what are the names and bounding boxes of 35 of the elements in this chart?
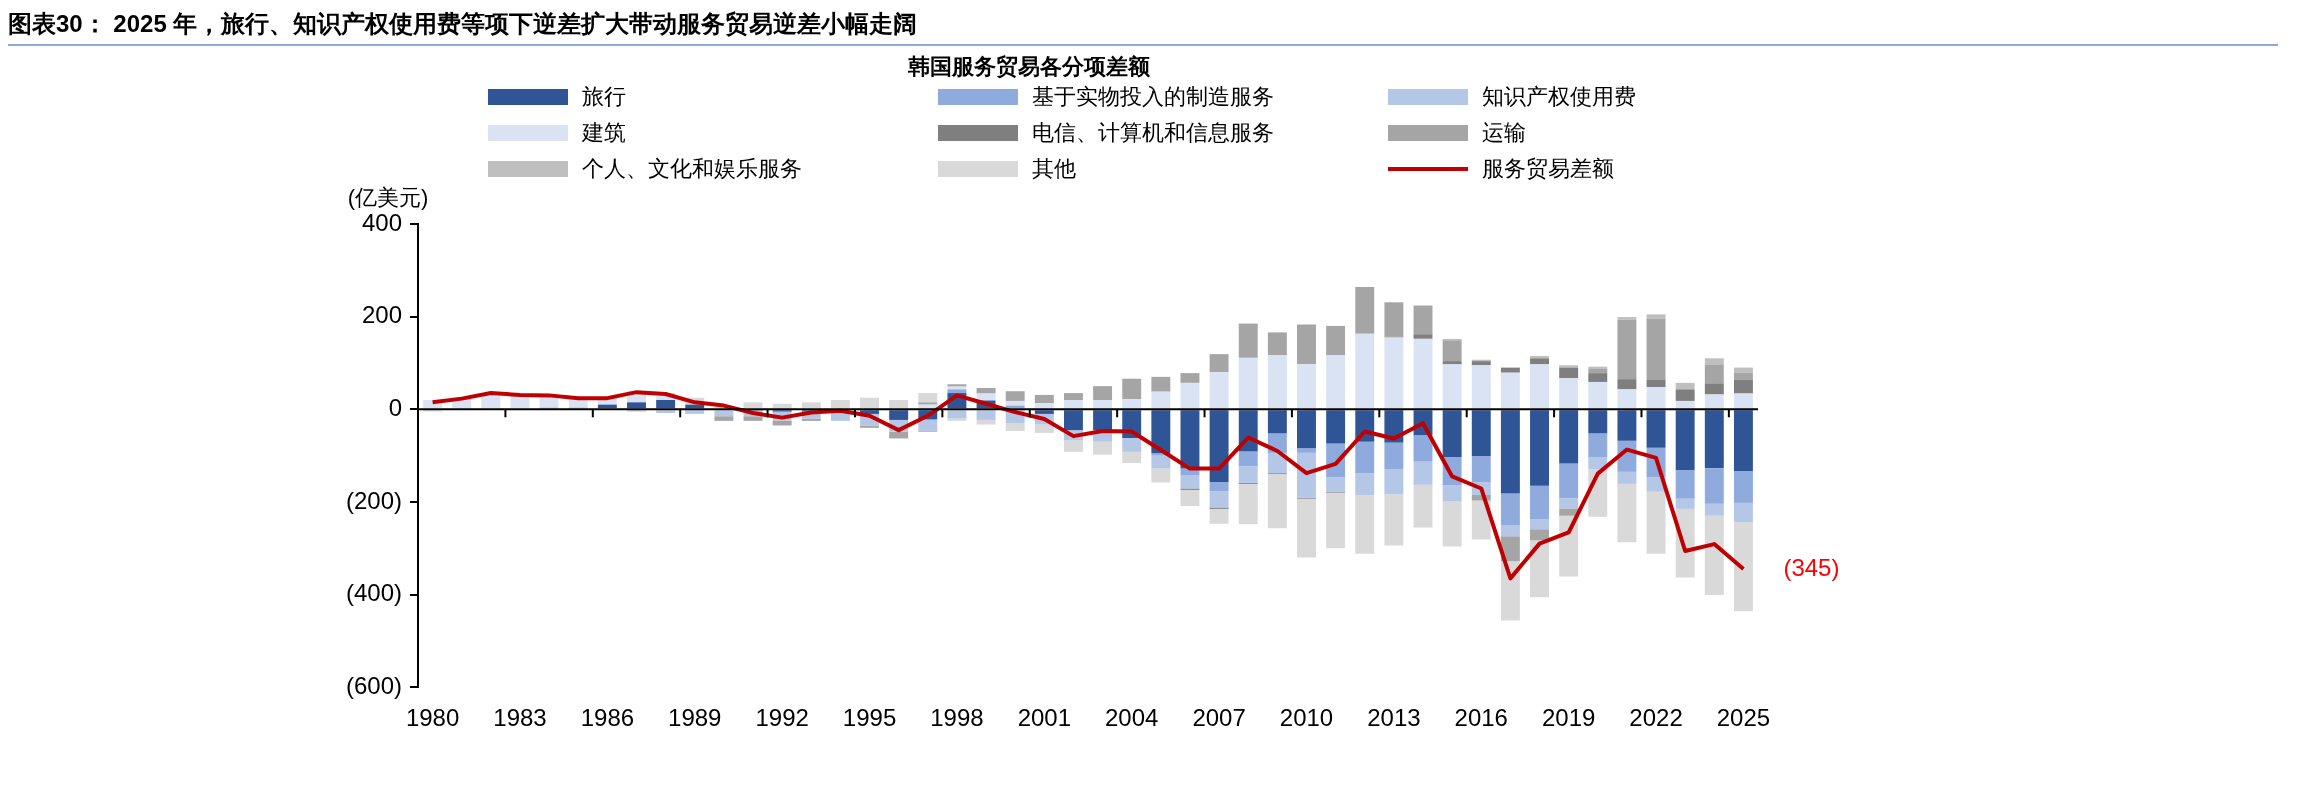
legend-label: 电信、计算机和信息服务 — [1032, 119, 1274, 147]
x-tick-label: 1980 — [405, 704, 460, 732]
legend-label: 知识产权使用费 — [1482, 83, 1636, 111]
legend-label: 个人、文化和娱乐服务 — [582, 155, 802, 183]
x-tick-label: 2019 — [1541, 704, 1596, 732]
x-tick-label: 2001 — [1017, 704, 1072, 732]
y-tick-label: 0 — [388, 393, 403, 421]
y-tick-label: 400 — [361, 208, 403, 236]
x-tick-label: 1992 — [755, 704, 809, 732]
x-tick-label: 1986 — [580, 704, 635, 732]
x-tick-label: 1983 — [493, 704, 547, 732]
annotation: (345) — [1783, 553, 1840, 581]
x-tick-label: 1995 — [842, 704, 897, 732]
y-tick-label: (600) — [346, 671, 403, 699]
legend-label: 其他 — [1032, 155, 1076, 183]
x-tick-label: 2004 — [1105, 704, 1159, 732]
x-tick-label: 2013 — [1367, 704, 1421, 732]
x-tick-label: 2007 — [1192, 704, 1246, 732]
y-axis-title: (亿美元) — [347, 185, 429, 211]
x-tick-label: 2022 — [1629, 704, 1683, 732]
y-tick-label: (200) — [346, 486, 403, 514]
x-tick-label: 1989 — [668, 704, 722, 732]
y-tick-label: (400) — [346, 579, 403, 607]
x-tick-label: 2025 — [1716, 704, 1771, 732]
legend-label: 服务贸易差额 — [1482, 155, 1614, 183]
legend-label: 建筑 — [582, 119, 626, 147]
x-tick-label: 1998 — [930, 704, 984, 732]
legend-label: 运输 — [1482, 119, 1526, 147]
x-tick-label: 2010 — [1279, 704, 1334, 732]
x-tick-label: 2016 — [1454, 704, 1508, 732]
chart-title: 图表30： 2025 年，旅行、知识产权使用费等项下逆差扩大带动服务贸易逆差小幅走阔 — [8, 8, 2278, 46]
legend-label: 旅行 — [582, 83, 626, 111]
chart-subtitle: 韩国服务贸易各分项差额 — [908, 53, 1151, 81]
legend-label: 基于实物投入的制造服务 — [1032, 83, 1274, 111]
y-tick-label: 200 — [361, 301, 403, 329]
